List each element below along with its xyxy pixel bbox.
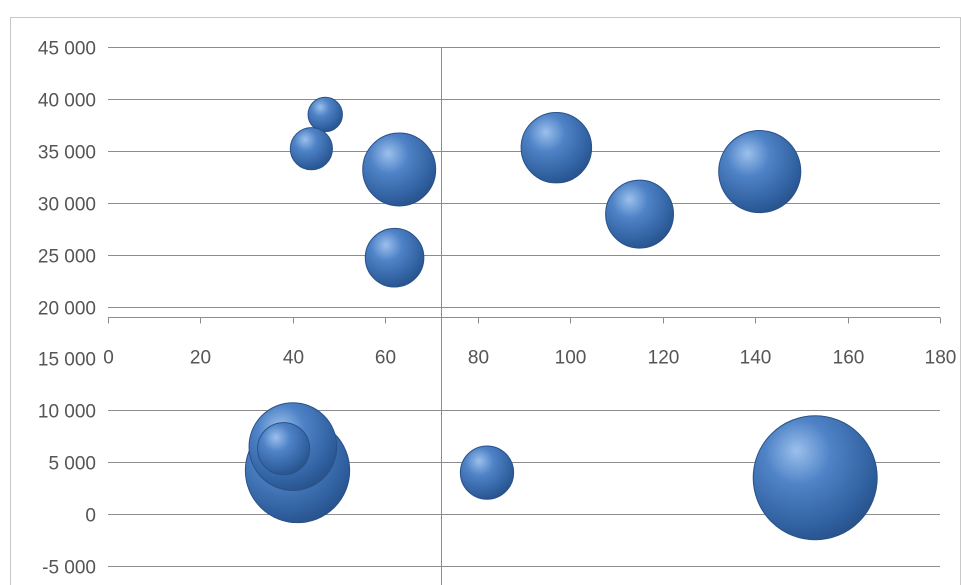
x-tick-label: 20 <box>190 348 211 369</box>
axes <box>108 47 941 585</box>
y-tick-label: 25 000 <box>38 247 96 268</box>
x-tick-label: 160 <box>833 348 865 369</box>
bubble-point <box>520 111 593 184</box>
x-tick-label: 80 <box>468 348 489 369</box>
bubble-point <box>307 96 343 133</box>
x-tick-label: 140 <box>740 348 772 369</box>
y-tick-label: 35 000 <box>38 143 96 164</box>
y-tick-label: -5 000 <box>42 558 96 579</box>
x-tick-label: 180 <box>925 348 957 369</box>
bubble-point <box>752 415 878 541</box>
y-tick-label: 40 000 <box>38 91 96 112</box>
bubble-point <box>362 132 437 207</box>
tick-labels: 45 000 40 000 35 000 30 000 25 000 20 000 15 0… <box>38 39 956 579</box>
x-tick-label: 60 <box>375 348 396 369</box>
bubble-point <box>257 422 311 476</box>
y-tick-label: 45 000 <box>38 39 96 60</box>
bubble-point <box>605 179 675 249</box>
x-tick-label: 120 <box>648 348 680 369</box>
y-tick-label: 30 000 <box>38 195 96 216</box>
x-tick-label: 100 <box>555 348 587 369</box>
x-tick-label: 0 <box>103 348 114 369</box>
y-tick-label: 0 <box>85 506 96 527</box>
bubbles <box>244 96 878 541</box>
y-tick-label: 15 000 <box>38 350 96 371</box>
bubble-point <box>364 227 425 288</box>
y-tick-label: 10 000 <box>38 402 96 423</box>
y-tick-label: 5 000 <box>48 454 96 475</box>
bubble-point <box>718 130 802 214</box>
bubble-point <box>289 127 333 171</box>
y-tick-label: 20 000 <box>38 299 96 320</box>
x-tick-label: 40 <box>283 348 304 369</box>
bubble-point <box>459 445 515 500</box>
